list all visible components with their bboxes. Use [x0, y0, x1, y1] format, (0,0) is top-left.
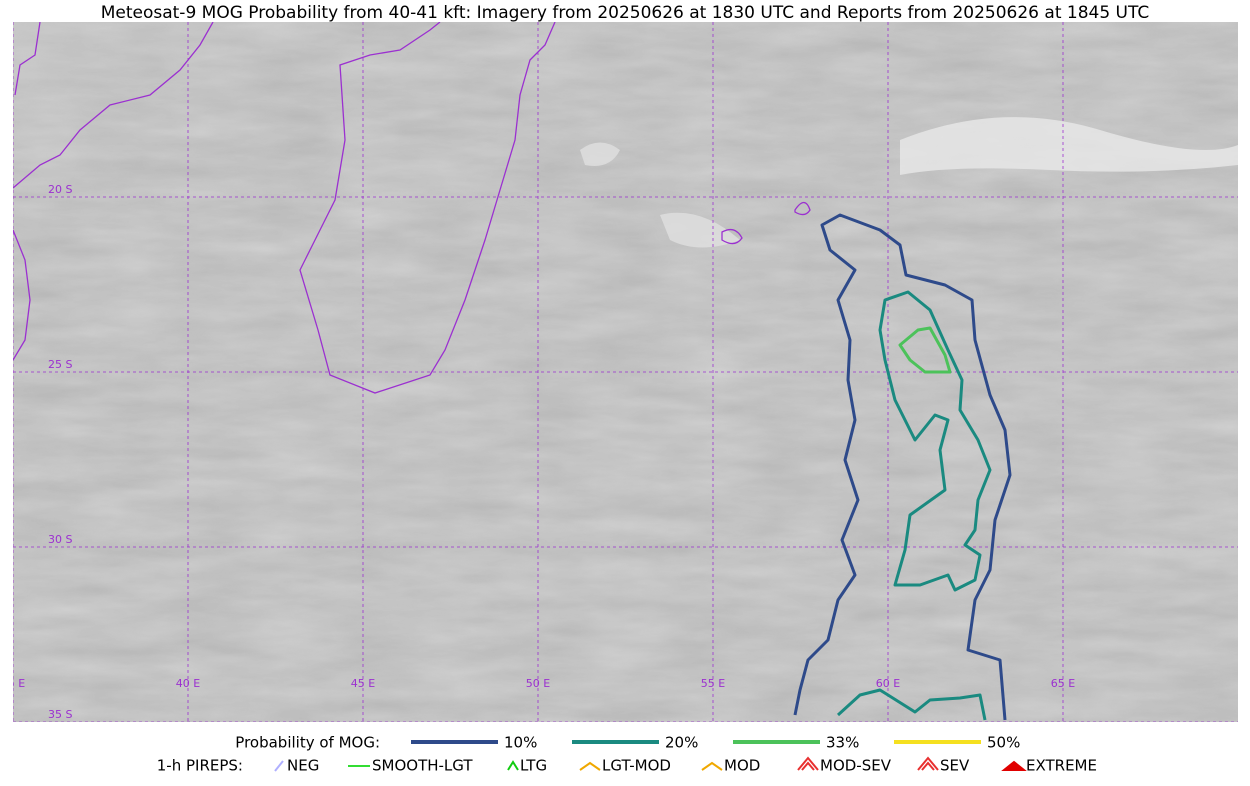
pirep-symbol — [797, 756, 819, 771]
title: Meteosat-9 MOG Probability from 40-41 kf… — [101, 3, 1150, 23]
legend: Probability of MOG: 10% 20% 33% 50% 1-h PIREP… — [157, 734, 1097, 775]
legend-label: 50% — [987, 734, 1020, 752]
lat-label: 20 S — [48, 183, 72, 196]
legend-label: SEV — [940, 757, 970, 775]
contours — [793, 213, 1012, 721]
legend-label: 33% — [826, 734, 859, 752]
pirep-symbol — [579, 761, 601, 771]
legend-title: 1-h PIREPS: — [157, 757, 243, 775]
lon-label: 60 E — [876, 677, 900, 690]
lat-label: 30 S — [48, 533, 72, 546]
legend-title: Probability of MOG: — [235, 734, 380, 752]
lat-label: 35 S — [48, 708, 72, 721]
grid-labels: 35 E 40 E 45 E 50 E 55 E 60 E 65 E 20 S 25 S 30 S… — [1, 183, 1075, 721]
pirep-symbol — [701, 761, 723, 771]
legend-label: MOD-SEV — [820, 757, 892, 775]
legend-label: 20% — [665, 734, 698, 752]
lon-label: 50 E — [526, 677, 550, 690]
cloud — [580, 142, 740, 248]
cloud — [900, 117, 1238, 175]
legend-label: EXTREME — [1026, 757, 1097, 775]
lon-label: 35 E — [1, 677, 25, 690]
lat-label: 25 S — [48, 358, 72, 371]
legend-label: LTG — [520, 757, 547, 775]
legend-label: 10% — [504, 734, 537, 752]
pirep-symbol — [917, 756, 939, 771]
legend-label: NEG — [287, 757, 319, 775]
coastlines — [13, 22, 811, 394]
legend-label: LGT-MOD — [602, 757, 671, 775]
lon-label: 65 E — [1051, 677, 1075, 690]
legend-label: MOD — [724, 757, 760, 775]
pirep-symbol — [1001, 760, 1027, 771]
legend-label: SMOOTH-LGT — [372, 757, 473, 775]
pirep-symbol — [274, 760, 284, 772]
lon-label: 40 E — [176, 677, 200, 690]
lon-label: 55 E — [701, 677, 725, 690]
pirep-symbol — [507, 760, 519, 771]
map: 35 E 40 E 45 E 50 E 55 E 60 E 65 E 20 S 25 S 30 S… — [1, 22, 1238, 722]
lon-label: 45 E — [351, 677, 375, 690]
